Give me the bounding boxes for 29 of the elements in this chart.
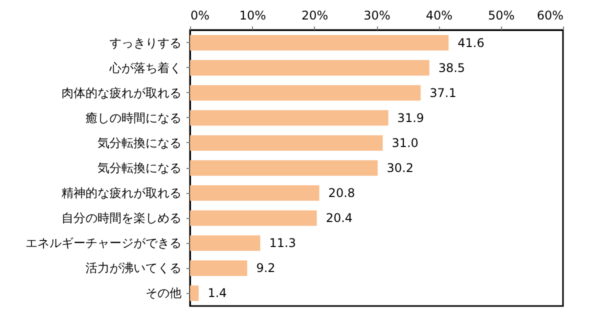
data-label: 20.8: [328, 186, 356, 200]
data-label: 31.9: [397, 110, 424, 125]
y-tick-label: 肉体的な疲れが取れる: [62, 86, 182, 100]
data-label: 30.2: [386, 161, 414, 175]
y-tick-label: その他: [146, 286, 182, 300]
y-tick-label: すっきりする: [110, 36, 182, 50]
x-tick-label: 60%: [536, 8, 564, 22]
y-tick-label: 気分転換になる: [98, 136, 182, 150]
x-tick-label: 50%: [488, 8, 515, 22]
y-tick-label: 心が落ち着く: [108, 60, 182, 75]
y-tick-label: 活力が沸いてくる: [86, 261, 182, 276]
y-tick-label: 自分の時間を楽しめる: [62, 211, 182, 226]
x-tick-label: 0%: [190, 8, 210, 22]
data-label: 11.3: [269, 236, 296, 250]
data-label: 38.5: [438, 60, 466, 75]
y-tick-label: エネルギーチャージができる: [26, 236, 182, 250]
x-tick-label: 30%: [364, 8, 390, 22]
x-tick-label: 10%: [239, 8, 266, 22]
x-tick-label: 20%: [301, 8, 328, 22]
x-tick-label: 40%: [426, 8, 453, 22]
data-label: 37.1: [430, 86, 456, 100]
data-label: 41.6: [458, 36, 484, 50]
data-label: 9.2: [256, 261, 276, 276]
data-label: 1.4: [208, 286, 227, 300]
data-label: 31.0: [392, 136, 418, 150]
y-tick-label: 癒しの時間になる: [86, 110, 182, 125]
y-tick-label: 気分転換になる: [98, 161, 182, 175]
y-tick-label: 精神的な疲れが取れる: [62, 186, 182, 200]
data-label: 20.4: [326, 211, 353, 226]
